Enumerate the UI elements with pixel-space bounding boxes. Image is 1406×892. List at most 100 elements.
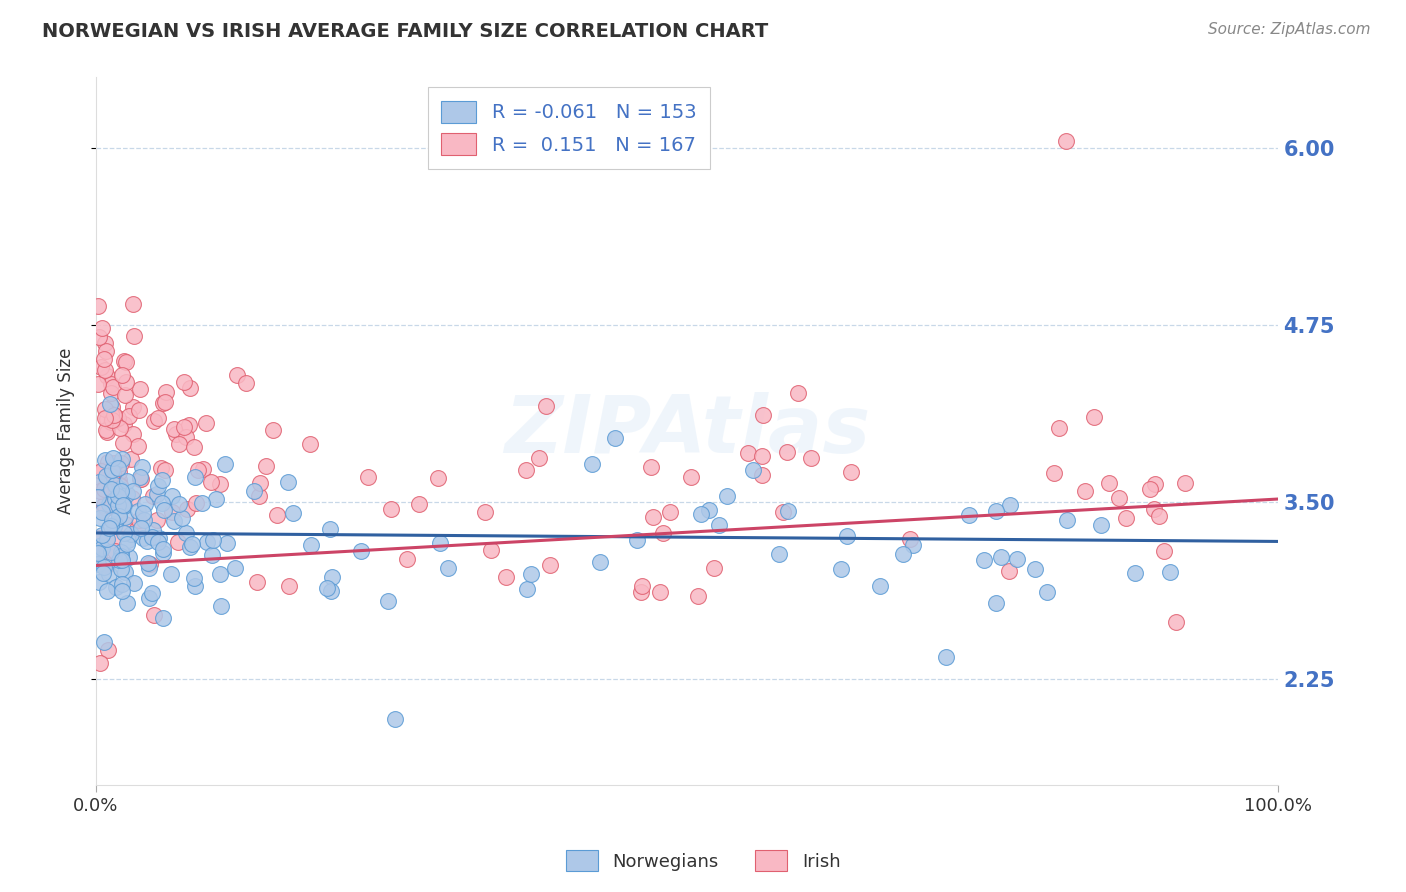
Point	[315, 581, 337, 595]
Point	[152, 611, 174, 625]
Point	[115, 354, 138, 368]
Point	[138, 591, 160, 606]
Point	[990, 550, 1012, 565]
Point	[121, 491, 143, 505]
Point	[396, 552, 419, 566]
Point	[427, 471, 450, 485]
Point	[299, 436, 322, 450]
Point	[281, 506, 304, 520]
Point	[384, 712, 406, 726]
Point	[984, 504, 1007, 518]
Point	[103, 450, 125, 465]
Point	[516, 582, 538, 596]
Text: Source: ZipAtlas.com: Source: ZipAtlas.com	[1208, 22, 1371, 37]
Point	[120, 527, 142, 541]
Point	[479, 542, 502, 557]
Point	[141, 585, 163, 599]
Point	[94, 335, 117, 350]
Point	[87, 539, 110, 553]
Point	[97, 643, 120, 657]
Point	[160, 566, 183, 581]
Point	[217, 536, 239, 550]
Point	[94, 469, 117, 483]
Point	[1174, 475, 1197, 490]
Point	[166, 535, 188, 549]
Point	[437, 561, 460, 575]
Point	[187, 463, 209, 477]
Point	[104, 485, 127, 500]
Point	[538, 558, 561, 572]
Point	[94, 501, 117, 516]
Point	[112, 499, 135, 513]
Point	[650, 584, 672, 599]
Point	[737, 445, 759, 459]
Point	[167, 497, 190, 511]
Point	[131, 506, 153, 520]
Point	[105, 412, 128, 426]
Point	[163, 514, 186, 528]
Point	[96, 532, 118, 546]
Point	[91, 321, 114, 335]
Point	[165, 427, 187, 442]
Point	[100, 385, 122, 400]
Point	[103, 518, 125, 533]
Point	[800, 450, 823, 465]
Point	[776, 445, 799, 459]
Point	[408, 497, 430, 511]
Point	[93, 560, 115, 574]
Point	[179, 540, 201, 554]
Point	[173, 419, 195, 434]
Point	[94, 410, 117, 425]
Point	[209, 599, 232, 613]
Point	[630, 585, 652, 599]
Point	[87, 546, 110, 560]
Point	[350, 544, 373, 558]
Point	[1147, 508, 1170, 523]
Point	[839, 465, 862, 479]
Point	[830, 562, 852, 576]
Point	[163, 422, 186, 436]
Point	[117, 533, 139, 548]
Point	[716, 489, 738, 503]
Point	[107, 509, 129, 524]
Point	[115, 474, 138, 488]
Point	[169, 436, 191, 450]
Point	[626, 533, 648, 547]
Point	[91, 566, 114, 581]
Point	[115, 596, 138, 610]
Point	[128, 403, 150, 417]
Point	[1164, 615, 1187, 629]
Point	[127, 439, 149, 453]
Point	[262, 423, 284, 437]
Point	[96, 584, 118, 599]
Point	[110, 549, 132, 563]
Point	[751, 449, 773, 463]
Point	[96, 558, 118, 573]
Text: NORWEGIAN VS IRISH AVERAGE FAMILY SIZE CORRELATION CHART: NORWEGIAN VS IRISH AVERAGE FAMILY SIZE C…	[42, 22, 769, 41]
Point	[429, 536, 451, 550]
Point	[90, 503, 112, 517]
Point	[101, 380, 124, 394]
Point	[643, 509, 665, 524]
Y-axis label: Average Family Size: Average Family Size	[58, 348, 75, 515]
Point	[527, 450, 550, 465]
Point	[115, 375, 138, 389]
Point	[1123, 566, 1146, 580]
Point	[112, 354, 135, 368]
Point	[162, 489, 184, 503]
Point	[91, 505, 114, 519]
Point	[776, 504, 799, 518]
Point	[118, 550, 141, 565]
Point	[195, 535, 218, 549]
Point	[1143, 477, 1166, 491]
Point	[380, 501, 402, 516]
Point	[87, 299, 110, 313]
Point	[105, 456, 128, 470]
Point	[111, 498, 134, 512]
Point	[973, 553, 995, 567]
Point	[129, 471, 152, 485]
Point	[205, 491, 228, 506]
Point	[1054, 134, 1077, 148]
Point	[201, 533, 224, 548]
Point	[1005, 551, 1028, 566]
